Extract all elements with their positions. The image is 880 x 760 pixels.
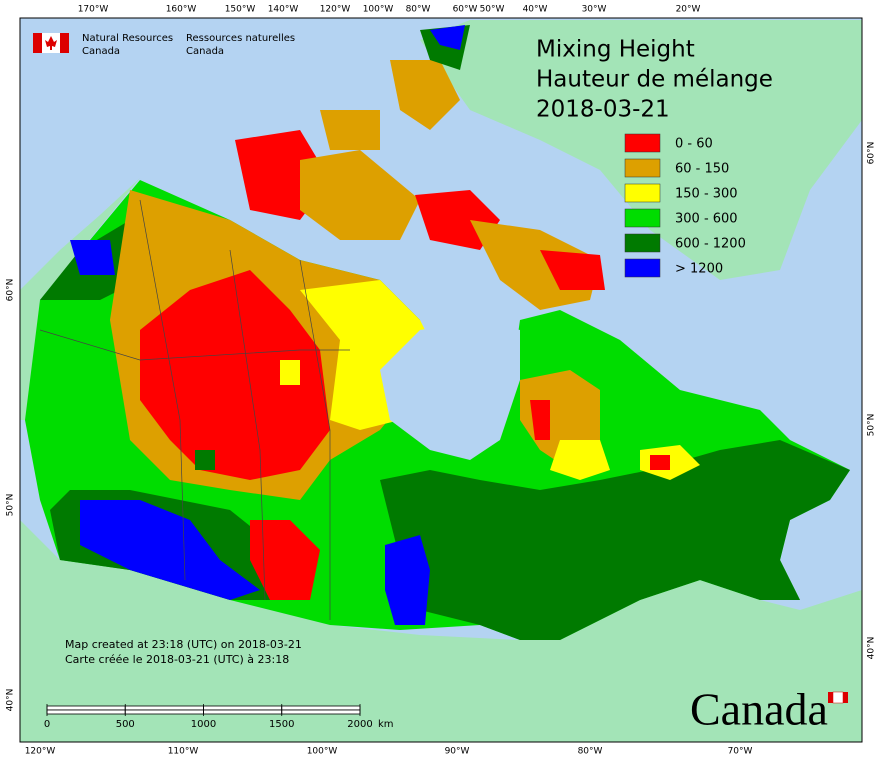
scale-bar: 0 500 1000 1500 2000 km: [44, 704, 394, 730]
mixing-height-zone: [550, 440, 610, 480]
hudson-bay: [380, 320, 520, 460]
bottom-axis-label: 110°W: [168, 747, 199, 757]
wordmark-flag: [843, 692, 848, 703]
top-axis-label: 40°W: [523, 5, 548, 15]
wordmark-flag: [828, 692, 833, 703]
map-title: Mixing Height: [536, 37, 695, 63]
right-axis-label: 50°N: [867, 414, 877, 437]
province-border: [299, 259, 331, 620]
province-border: [139, 199, 186, 581]
mixing-height-zone: [195, 450, 215, 470]
map-frame: [19, 17, 863, 743]
province-border: [229, 249, 266, 601]
canada-wordmark: Canada: [690, 684, 828, 735]
province-border: [39, 329, 350, 361]
left-axis-label: 60°N: [6, 279, 16, 302]
wordmark-flag: [832, 691, 844, 704]
mixing-height-zone: [390, 60, 460, 130]
credit: Map created at 23:18 (UTC) on 2018-03-21: [65, 638, 302, 651]
scale-label: 1500: [269, 719, 294, 730]
agency-fr: Canada: [186, 46, 224, 57]
top-axis-label: 100°W: [363, 5, 394, 15]
bottom-axis-label: 120°W: [25, 747, 56, 757]
bottom-axis-label: 80°W: [578, 747, 603, 757]
top-axis-label: 160°W: [166, 5, 197, 15]
legend-swatch: [624, 133, 661, 153]
scale-segment: [46, 709, 126, 715]
scale-segment: [281, 709, 361, 715]
right-axis-label: 60°N: [867, 142, 877, 165]
mixing-height-zone: [380, 440, 850, 640]
mixing-height-zone: [250, 520, 320, 600]
mixing-height-zone: [80, 500, 260, 600]
mixing-height-zone: [320, 110, 380, 150]
legend-swatch: [624, 233, 661, 253]
scale-segment: [203, 705, 283, 711]
mixing-height-zone: [430, 25, 465, 50]
legend-swatch: [624, 208, 661, 228]
left-axis-label: 40°N: [6, 689, 16, 712]
scale-segment: [203, 709, 283, 715]
top-axis-label: 80°W: [406, 5, 431, 15]
bottom-axis-label: 70°W: [728, 747, 753, 757]
maple-leaf: [45, 36, 57, 50]
flag-right: [60, 33, 69, 53]
top-axis-label: 50°W: [480, 5, 505, 15]
bottom-axis-label: 100°W: [307, 747, 338, 757]
top-axis-label: 20°W: [676, 5, 701, 15]
scale-label: 2000: [347, 719, 372, 730]
flag-left: [33, 33, 42, 53]
bottom-axis-label: 90°W: [445, 747, 470, 757]
legend-swatch: [624, 258, 661, 278]
scale-segment: [46, 705, 126, 711]
top-axis-label: 60°W: [453, 5, 478, 15]
us-land: [20, 520, 862, 742]
graticule-labels: 170°W 160°W 150°W 140°W 120°W 100°W 80°W 60°W 50…: [6, 5, 877, 757]
map-date: 2018-03-21: [536, 97, 670, 123]
mixing-height-zone: [540, 250, 605, 290]
scale-label: 500: [116, 719, 135, 730]
mixing-height-zone: [280, 360, 300, 385]
agency-logo: Natural Resources Canada Ressources natu…: [33, 33, 295, 57]
mixing-height-zone: [530, 400, 550, 440]
legend-label: 60 - 150: [675, 162, 729, 177]
legend-label: 0 - 60: [675, 137, 713, 152]
mixing-height-zone: [300, 150, 420, 240]
agency-en: Canada: [82, 46, 120, 57]
scale-label: 0: [44, 719, 50, 730]
legend-label: > 1200: [675, 262, 723, 277]
legend: 0 - 60 60 - 150 150 - 300 300 - 600 600 - 12…: [624, 133, 746, 278]
scale-segment: [124, 709, 204, 715]
scale-unit: km: [378, 719, 394, 730]
top-axis-label: 30°W: [582, 5, 607, 15]
credit: Carte créée le 2018-03-21 (UTC) à 23:18: [65, 653, 289, 666]
top-axis-label: 140°W: [268, 5, 299, 15]
scale-label: 1000: [191, 719, 216, 730]
legend-label: 600 - 1200: [675, 237, 746, 252]
legend-label: 300 - 600: [675, 212, 738, 227]
wordmark: Canada: [690, 684, 848, 735]
mixing-height-zone: [140, 270, 330, 480]
scale-segment: [124, 705, 204, 711]
legend-swatch: [624, 183, 661, 203]
top-axis-label: 120°W: [320, 5, 351, 15]
mixing-height-zone: [385, 535, 430, 625]
map-title: Hauteur de mélange: [536, 67, 773, 93]
left-axis-label: 50°N: [6, 494, 16, 517]
top-axis-label: 150°W: [225, 5, 256, 15]
mixing-height-zone: [70, 240, 115, 275]
right-axis-label: 40°N: [867, 637, 877, 660]
mixing-height-zone: [650, 455, 670, 470]
agency-en: Natural Resources: [82, 33, 173, 44]
agency-fr: Ressources naturelles: [186, 33, 295, 44]
legend-swatch: [624, 158, 661, 178]
canada: [25, 25, 850, 640]
legend-label: 150 - 300: [675, 187, 738, 202]
scale-segment: [281, 705, 361, 711]
top-axis-label: 170°W: [78, 5, 109, 15]
